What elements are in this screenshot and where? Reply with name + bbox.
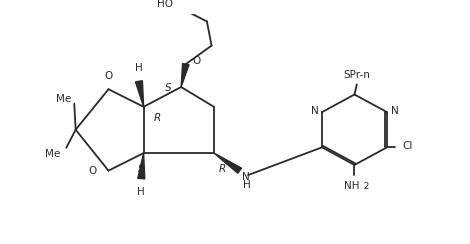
Text: HO: HO xyxy=(157,0,172,9)
Text: SPr-n: SPr-n xyxy=(344,70,370,80)
Text: R: R xyxy=(219,164,226,174)
Text: Cl: Cl xyxy=(402,142,412,152)
Text: N: N xyxy=(391,106,399,116)
Text: H: H xyxy=(243,180,251,190)
Text: H: H xyxy=(137,186,145,196)
Polygon shape xyxy=(181,63,189,87)
Polygon shape xyxy=(138,153,145,179)
Text: S: S xyxy=(138,164,145,174)
Text: O: O xyxy=(88,166,97,176)
Polygon shape xyxy=(214,153,242,173)
Text: H: H xyxy=(135,63,143,73)
Text: Me: Me xyxy=(56,94,71,104)
Text: N: N xyxy=(311,106,318,116)
Text: 2: 2 xyxy=(363,182,368,191)
Text: Me: Me xyxy=(45,149,60,159)
Polygon shape xyxy=(135,81,144,107)
Text: NH: NH xyxy=(345,181,360,191)
Text: S: S xyxy=(165,83,172,93)
Text: R: R xyxy=(154,113,161,123)
Text: N: N xyxy=(242,172,250,182)
Text: O: O xyxy=(193,56,201,66)
Text: O: O xyxy=(104,71,113,81)
